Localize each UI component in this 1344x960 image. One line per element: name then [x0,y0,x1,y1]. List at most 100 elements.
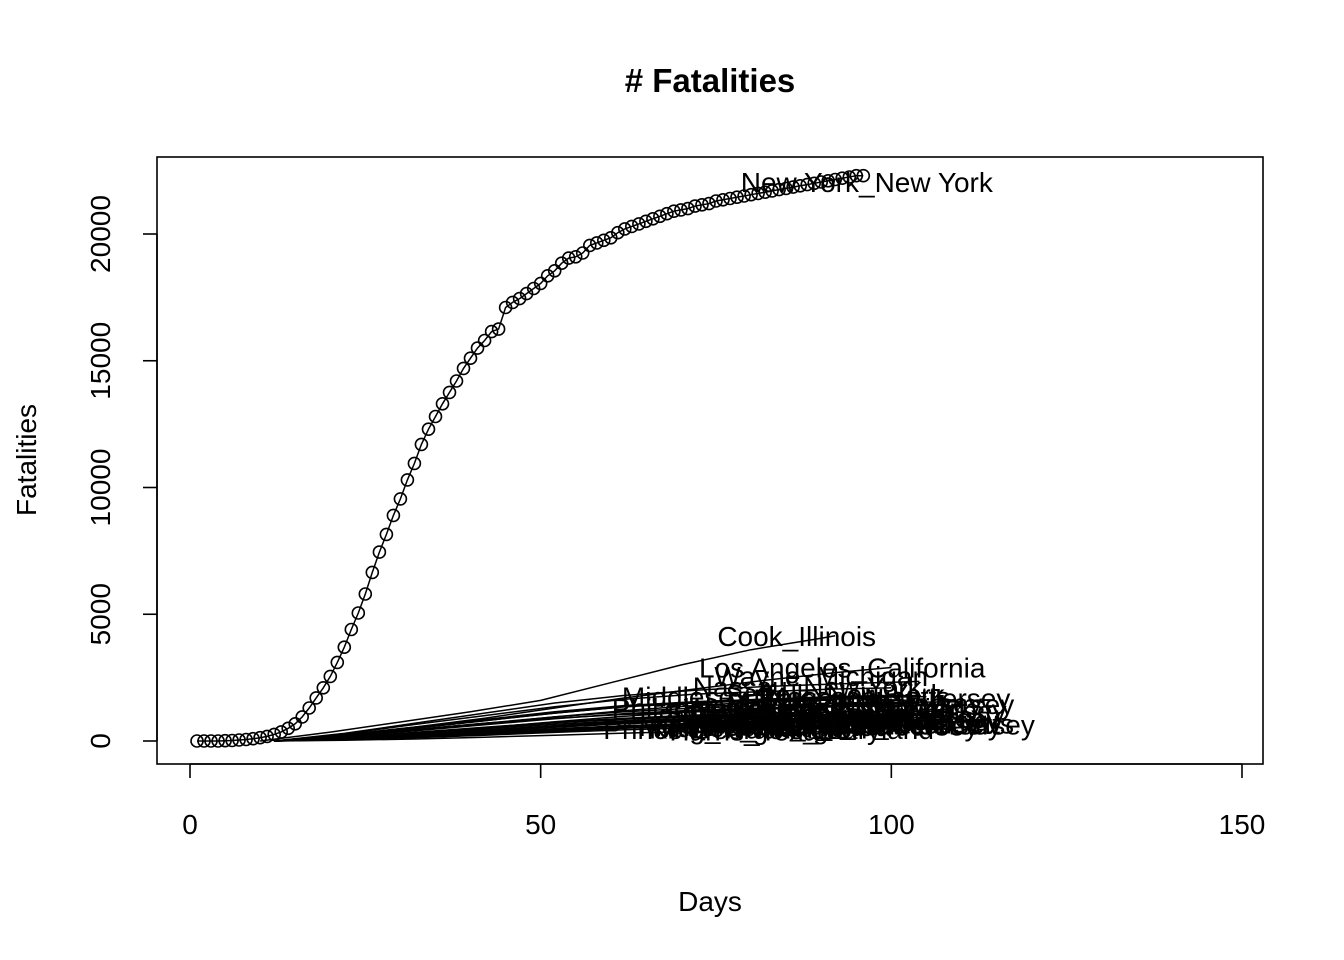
series-end-label: Oakland_Michigan [712,702,944,733]
series-point [386,508,401,523]
series-point [856,168,871,183]
series-point [814,175,829,189]
series-end-label: Miami-Dade_Florida [639,711,892,742]
series-point [842,170,857,184]
series-point [337,640,352,655]
series-point [716,193,730,207]
series-line [260,635,836,742]
series-end-label: Marion_Indiana [655,712,848,743]
series-point [365,565,380,580]
series-point [323,669,338,684]
series-point [660,206,674,221]
series-point [316,680,331,695]
series-point [786,180,800,194]
series-point [737,189,751,203]
series-point [821,174,836,188]
series-layer [190,168,976,748]
series-line [274,687,892,742]
series-point [295,710,310,724]
x-tick-label: 0 [182,809,198,840]
series-point [260,729,274,744]
y-tick-label: 5000 [85,583,116,645]
series-point [723,191,737,206]
series-point [533,276,548,291]
series-point [646,212,660,226]
series-point [547,263,562,278]
series-point [751,186,765,201]
series-point [505,295,520,310]
series-point [288,716,303,731]
series-point [575,246,590,260]
x-axis: 0 50 100 150 [182,763,1265,840]
y-axis-title: Fatalities [11,404,42,516]
series-point [428,409,443,424]
series-end-label: Suffolk_New York [726,679,946,710]
series-point [695,198,709,212]
series-end-label: Passaic_New Jersey [740,703,1000,734]
series-end-label: Fairfield_Connecticut [683,701,946,732]
series-point [435,396,450,411]
series-point [393,492,408,506]
series-point [372,545,387,559]
series-point [358,587,373,601]
series-point [246,731,260,746]
x-axis-title: Days [678,886,742,917]
series-point [239,732,253,747]
series-point [639,214,653,229]
series-end-label: Prince George's_Maryland [603,714,934,745]
series-end-label: Philadelphia_Pennsylvania [612,693,947,724]
series-point [828,172,843,187]
series-point [582,238,597,253]
series-point [211,734,225,748]
series-point [407,456,422,471]
series-point [835,171,850,185]
series-end-label: Ocean_New Jersey [734,710,978,741]
series-point [442,385,457,400]
series-end-label: Hudson_New Jersey [748,696,1006,727]
series-point [421,422,436,437]
series-point [702,196,716,211]
y-tick-label: 20000 [85,195,116,273]
series-point [253,730,267,745]
y-tick-label: 10000 [85,449,116,527]
series-point [568,249,583,264]
series-point [667,204,681,218]
series-point [624,219,639,234]
series-point [470,341,485,355]
series-end-label: Essex_New Jersey [744,688,982,719]
series-point [779,181,793,196]
series-end-label: Worcester_Massachusetts [685,708,1014,739]
y-tick-label: 15000 [85,322,116,400]
series-point [807,176,822,191]
series-end-label: Monmouth_New Jersey [741,710,1035,741]
series-point [190,734,204,748]
series-point [204,734,218,748]
series-point [197,734,211,748]
series-point [688,199,702,213]
series-point [603,231,618,245]
series-line [274,694,920,742]
series-line [274,704,892,742]
series-point [596,233,611,248]
series-point [709,194,723,208]
series-point [498,300,513,315]
series-point [281,721,296,736]
series-point [589,236,604,250]
series-end-label: Wayne_Michigan [714,661,928,692]
series-point [309,691,324,705]
x-tick-label: 100 [868,809,915,840]
series-end-label: Middlesex_Massachusetts [622,682,950,713]
series-end-label: Hartford_Connecticut [689,705,954,736]
series-point [554,256,569,271]
series-end-label: Union_New Jersey [767,710,1002,741]
series-end-label: Westchester_New York [684,693,974,724]
series-end-label: Suffolk_Massachusetts [663,698,950,729]
series-point [512,291,527,306]
series-point [302,701,317,715]
series-point [744,187,758,202]
series-end-label: Essex_Massachusetts [710,706,989,737]
series-point [772,182,786,197]
series-point [463,351,478,366]
series-end-label: Middlesex_New Jersey [726,689,1014,720]
